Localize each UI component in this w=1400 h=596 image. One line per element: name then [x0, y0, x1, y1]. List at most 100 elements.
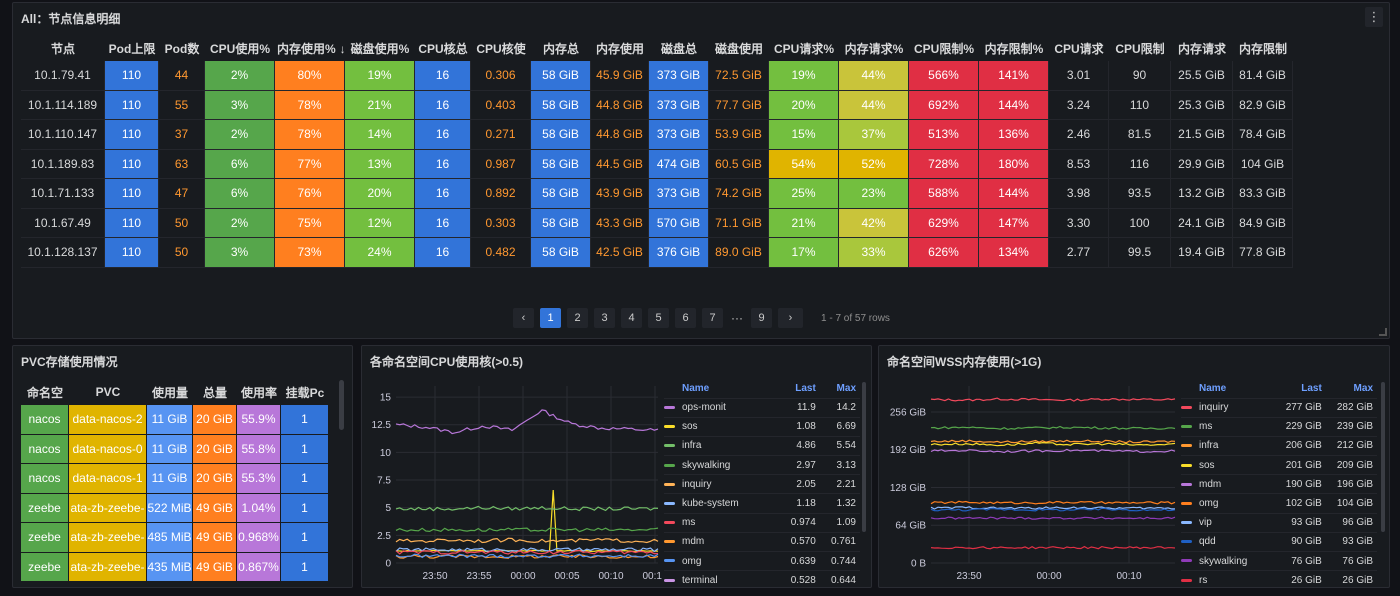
- column-header[interactable]: 内存使用: [595, 42, 644, 56]
- column-header[interactable]: 内存使用% ↓: [275, 36, 345, 61]
- legend-item[interactable]: vip 93 GiB 96 GiB: [1181, 512, 1377, 533]
- column-header[interactable]: 磁盘使用: [714, 42, 763, 56]
- page-button[interactable]: 7: [702, 308, 723, 328]
- column-header[interactable]: PVC: [95, 385, 121, 399]
- column-header[interactable]: 使用量: [151, 385, 188, 400]
- series-line[interactable]: [395, 553, 659, 559]
- series-line[interactable]: [930, 441, 1176, 447]
- column-header[interactable]: CPU核使: [476, 42, 526, 56]
- page-button[interactable]: 4: [621, 308, 642, 328]
- column-header[interactable]: CPU核总: [418, 42, 468, 56]
- series-line[interactable]: [930, 397, 1176, 402]
- legend-item[interactable]: inquiry 2.05 2.21: [664, 474, 860, 494]
- column-header[interactable]: CPU使用%: [209, 42, 270, 56]
- legend-header-max[interactable]: Max: [1353, 383, 1373, 395]
- legend-item[interactable]: infra 206 GiB 212 GiB: [1181, 435, 1377, 456]
- cpu-line-chart[interactable]: 0 2.5 5 7.5 10 12.5 15 23:50 23:55 00:00 00:05 00:1…: [362, 374, 662, 589]
- legend-item[interactable]: skywalking 2.97 3.13: [664, 455, 860, 475]
- series-line[interactable]: [395, 537, 659, 544]
- legend-header-name[interactable]: Name: [682, 383, 710, 395]
- table-row[interactable]: zeebe ata-zb-zeebe- 435 MiB 49 GiB 0.867% 1: [21, 552, 329, 582]
- table-row[interactable]: 10.1.79.41 110 44 2% 80% 19% 16 0.306 58 GiB 45.9…: [21, 61, 1293, 91]
- table-row[interactable]: zeebe ata-zb-zeebe- 485 MiB 49 GiB 0.968% 1: [21, 523, 329, 553]
- series-line[interactable]: [930, 545, 1176, 550]
- legend-header-name[interactable]: Name: [1199, 383, 1227, 395]
- column-header[interactable]: 使用率: [240, 385, 277, 400]
- column-header[interactable]: 命名空: [26, 385, 63, 400]
- series-line[interactable]: [930, 516, 1176, 520]
- series-line[interactable]: [395, 409, 659, 435]
- column-header[interactable]: Pod数: [164, 42, 200, 56]
- column-header[interactable]: 内存限制%: [984, 42, 1044, 56]
- page-button[interactable]: 6: [675, 308, 696, 328]
- series-line[interactable]: [930, 448, 1176, 454]
- panel-resize-handle[interactable]: [1379, 328, 1387, 336]
- legend-item[interactable]: terminal 0.528 0.644: [664, 570, 860, 590]
- column-header[interactable]: 内存请求: [1177, 42, 1226, 56]
- legend-header-last[interactable]: Last: [795, 383, 816, 395]
- column-header[interactable]: 节点: [50, 42, 75, 56]
- column-header[interactable]: 内存限制: [1238, 42, 1287, 56]
- column-header[interactable]: CPU限制: [1115, 42, 1165, 56]
- legend-item[interactable]: ops-monit 11.9 14.2: [664, 397, 860, 418]
- table-row[interactable]: 10.1.67.49 110 50 2% 75% 12% 16 0.303 58 GiB 43.3…: [21, 208, 1293, 238]
- column-header[interactable]: 挂载Pc: [285, 385, 325, 400]
- legend-header-last[interactable]: Last: [1301, 383, 1322, 395]
- table-row[interactable]: nacos data-nacos-2 11 GiB 20 GiB 55.9% 1: [21, 405, 329, 435]
- page-button[interactable]: 3: [594, 308, 615, 328]
- column-header[interactable]: CPU请求: [1054, 42, 1104, 56]
- legend-item[interactable]: kube-system 1.18 1.32: [664, 493, 860, 514]
- series-line[interactable]: [395, 549, 659, 555]
- legend-scrollbar[interactable]: [862, 382, 866, 532]
- legend-item[interactable]: omg 102 GiB 104 GiB: [1181, 493, 1377, 514]
- next-page-button[interactable]: ›: [778, 308, 803, 328]
- column-header[interactable]: 磁盘使用%: [350, 42, 410, 56]
- series-line[interactable]: [395, 505, 659, 512]
- table-row[interactable]: 10.1.189.83 110 63 6% 77% 13% 16 0.987 58 GiB 44.…: [21, 149, 1293, 179]
- series-line[interactable]: [930, 506, 1175, 510]
- legend-item[interactable]: infra 4.86 5.54: [664, 435, 860, 456]
- table-row[interactable]: zeebe ata-zb-zeebe- 522 MiB 49 GiB 1.04% 1: [21, 493, 329, 523]
- prev-page-button[interactable]: ‹: [513, 308, 534, 328]
- legend-item[interactable]: qdd 90 GiB 93 GiB: [1181, 531, 1377, 552]
- memory-line-chart[interactable]: 0 B 64 GiB 128 GiB 192 GiB 256 GiB 23:50 00:00…: [879, 374, 1179, 589]
- panel-menu-icon[interactable]: ⋮: [1365, 7, 1383, 27]
- series-line[interactable]: [930, 507, 1176, 512]
- legend-scrollbar[interactable]: [1381, 382, 1385, 532]
- legend-item[interactable]: omg 0.639 0.744: [664, 550, 860, 571]
- vertical-scrollbar[interactable]: [339, 380, 344, 430]
- table-row[interactable]: nacos data-nacos-1 11 GiB 20 GiB 55.3% 1: [21, 464, 329, 494]
- column-header[interactable]: 内存请求%: [844, 42, 904, 56]
- page-button[interactable]: 5: [648, 308, 669, 328]
- legend-item[interactable]: skywalking 76 GiB 76 GiB: [1181, 550, 1377, 571]
- sort-descending-icon[interactable]: ↓: [339, 42, 345, 56]
- column-header[interactable]: CPU请求%: [773, 42, 834, 56]
- legend-item[interactable]: rs 26 GiB 26 GiB: [1181, 570, 1377, 590]
- page-button[interactable]: 2: [567, 308, 588, 328]
- legend-item[interactable]: ms 229 GiB 239 GiB: [1181, 416, 1377, 437]
- series-line[interactable]: [395, 547, 659, 553]
- series-line[interactable]: [930, 425, 1176, 431]
- page-button-last[interactable]: 9: [751, 308, 772, 328]
- column-header[interactable]: Pod上限: [108, 42, 156, 56]
- series-line[interactable]: [930, 439, 1176, 444]
- table-row[interactable]: 10.1.110.147 110 37 2% 78% 14% 16 0.271 58 GiB 44…: [21, 120, 1293, 150]
- legend-item[interactable]: inquiry 277 GiB 282 GiB: [1181, 397, 1377, 418]
- table-row[interactable]: 10.1.71.133 110 47 6% 76% 20% 16 0.892 58 GiB 43.…: [21, 179, 1293, 209]
- page-button[interactable]: 1: [540, 308, 561, 328]
- legend-item[interactable]: ms 0.974 1.09: [664, 512, 860, 533]
- column-header[interactable]: CPU限制%: [913, 42, 974, 56]
- legend-item[interactable]: mdm 0.570 0.761: [664, 531, 860, 552]
- table-row[interactable]: 10.1.114.189 110 55 3% 78% 21% 16 0.403 58 GiB 44…: [21, 90, 1293, 120]
- table-row[interactable]: 10.1.128.137 110 50 3% 73% 24% 16 0.482 58 GiB 42…: [21, 238, 1293, 268]
- legend-header-max[interactable]: Max: [836, 383, 856, 395]
- legend-item[interactable]: mdm 190 GiB 196 GiB: [1181, 474, 1377, 494]
- series-line[interactable]: [930, 500, 1176, 505]
- series-line[interactable]: [395, 527, 659, 533]
- column-header[interactable]: 磁盘总: [660, 42, 697, 56]
- column-header[interactable]: 总量: [202, 385, 227, 400]
- column-header[interactable]: 内存总: [542, 42, 579, 56]
- legend-item[interactable]: sos 1.08 6.69: [664, 416, 860, 437]
- table-row[interactable]: nacos data-nacos-0 11 GiB 20 GiB 55.8% 1: [21, 434, 329, 464]
- legend-item[interactable]: sos 201 GiB 209 GiB: [1181, 455, 1377, 475]
